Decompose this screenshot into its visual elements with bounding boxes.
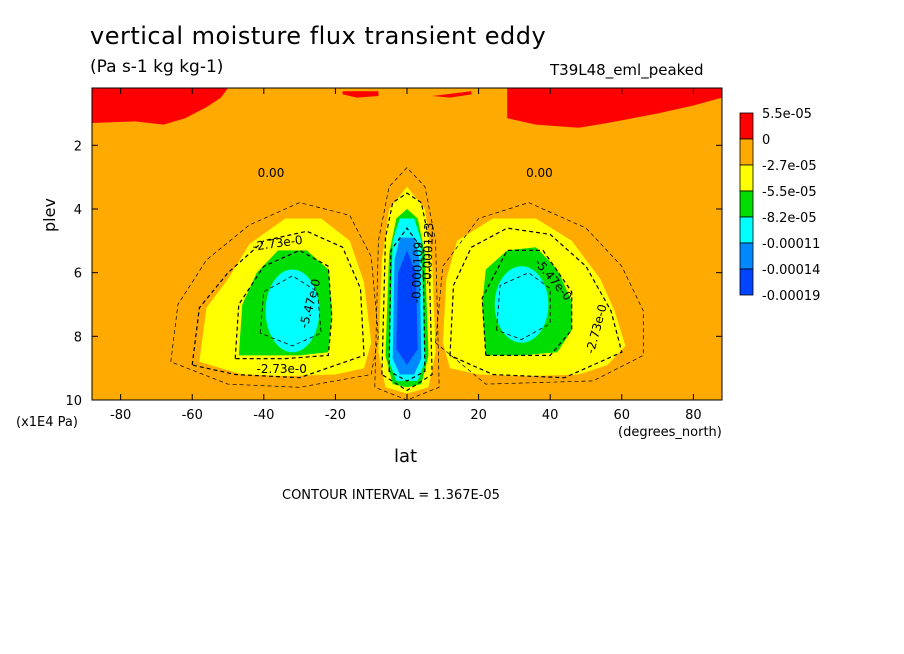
contour-line [435, 202, 644, 385]
x-tick-label: 60 [613, 408, 630, 423]
contour-label: -0.000123 [420, 222, 436, 284]
level-6-region-eq [396, 250, 418, 365]
contour-label: -2.73e-0 [257, 362, 307, 376]
x-axis-units: (degrees_north) [618, 425, 722, 440]
legend-label: 0 [762, 133, 770, 148]
contour-label: -0.000109 [409, 241, 425, 303]
contour-line [234, 249, 333, 360]
y-tick-label: 8 [74, 330, 82, 345]
legend-swatch [739, 164, 754, 192]
positive-region-small-nh [432, 91, 472, 98]
contour-label: -2.73e-0 [252, 233, 304, 254]
x-tick-label: 80 [685, 408, 702, 423]
contour-line [481, 249, 573, 356]
y-tick-label: 6 [74, 267, 82, 282]
x-tick-label: -60 [182, 408, 203, 423]
x-tick-label: -20 [325, 408, 346, 423]
x-tick-label: 40 [542, 408, 559, 423]
legend-swatch [739, 216, 754, 244]
legend-label: -0.00011 [762, 237, 820, 252]
chart-title: vertical moisture flux transient eddy [90, 22, 547, 50]
run-label: T39L48_eml_peaked [550, 61, 704, 79]
y-tick-label: 4 [74, 203, 82, 218]
x-tick-label: -40 [253, 408, 274, 423]
legend-swatch [739, 138, 754, 166]
contour-line [388, 227, 426, 382]
x-axis-label: lat [394, 446, 418, 467]
level-4-region-nh [494, 266, 549, 343]
legend-label: -8.2e-05 [762, 211, 817, 226]
contour-interval: CONTOUR INTERVAL = 1.367E-05 [282, 488, 500, 503]
x-tick-label: 0 [403, 408, 411, 423]
positive-region-nh [507, 88, 722, 128]
legend-swatch [739, 112, 754, 140]
contour-line [381, 192, 433, 392]
positive-region-sh [92, 88, 228, 125]
y-tick-label: 2 [74, 139, 82, 154]
legend-label: -0.00019 [762, 289, 820, 304]
contour-fields [92, 88, 722, 394]
contour-line [449, 227, 623, 379]
contour-line [374, 167, 440, 400]
legend-label: -2.7e-05 [762, 159, 817, 174]
legend-swatch [739, 242, 754, 270]
contour-line [496, 272, 551, 340]
y-tick-label: 10 [65, 394, 82, 409]
level-4-region-sh [265, 269, 320, 353]
legend-label: 5.5e-05 [762, 107, 812, 122]
color-legend: 5.5e-05 0 -2.7e-05 -5.5e-05 -8.2e-05 -0.00011… [739, 107, 820, 304]
contour-line [170, 202, 379, 388]
y-axis-units: (x1E4 Pa) [16, 415, 78, 430]
legend-swatch [739, 190, 754, 218]
contour-lines [170, 167, 644, 400]
axis-ticks: -80 -60 -40 -20 0 20 40 60 80 2 4 6 8 10 [65, 88, 722, 423]
x-tick-label: -80 [110, 408, 131, 423]
legend-label: -5.5e-05 [762, 185, 817, 200]
contour-label: 0.00 [526, 166, 553, 180]
legend-swatch [739, 268, 754, 296]
contour-label: 0.00 [258, 166, 285, 180]
x-tick-label: 20 [470, 408, 487, 423]
contour-line [191, 230, 365, 379]
positive-region-small-sh [342, 91, 379, 98]
chart-units: (Pa s-1 kg kg-1) [90, 57, 224, 77]
legend-label: -0.00014 [762, 263, 820, 278]
contour-line [259, 275, 322, 347]
